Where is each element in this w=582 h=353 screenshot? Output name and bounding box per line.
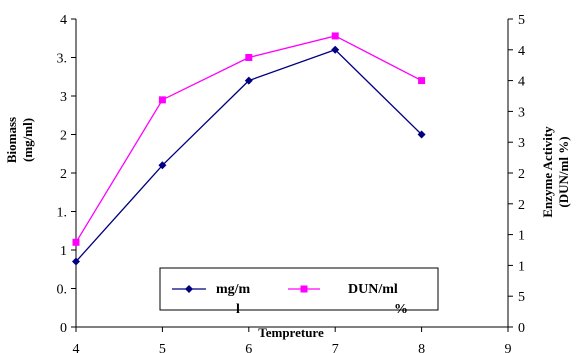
y-right-tick-label: 0 xyxy=(518,321,525,336)
y-right-tick-label: 4 xyxy=(518,44,525,59)
y-axis-right-title-line1: Enzyme Activity xyxy=(540,126,555,218)
y-axis-right-title-line2: (DUN/ml %) xyxy=(556,136,571,207)
y-axis-right-ticks: 0 5 1 1 2 2 3 3 4 4 5 xyxy=(508,13,525,336)
y-right-tick-label: 2 xyxy=(518,198,525,213)
y-left-tick-label: 0 xyxy=(60,321,67,336)
data-point-square-icon xyxy=(72,238,80,246)
x-axis-title: Tempreture xyxy=(258,325,324,340)
y-left-tick-label: 1. xyxy=(57,206,68,221)
y-right-tick-label: 3 xyxy=(518,105,525,120)
series-line-dunml xyxy=(75,35,422,243)
x-tick-label: 9 xyxy=(505,342,512,353)
legend-entry-mgml: mg/m l xyxy=(172,282,251,317)
data-point-diamond-icon xyxy=(244,76,253,85)
data-point-diamond-icon xyxy=(72,257,80,266)
x-tick-label: 6 xyxy=(245,342,252,353)
y-left-tick-label: 4 xyxy=(60,13,67,28)
y-right-tick-label: 5 xyxy=(518,290,525,305)
y-axis-left-title-line1: Biomass xyxy=(4,117,19,163)
y-right-tick-label: 1 xyxy=(518,229,525,244)
x-tick-label: 7 xyxy=(332,342,339,353)
y-left-tick-label: 3 xyxy=(60,90,67,105)
data-point-square-icon xyxy=(418,77,426,85)
y-left-tick-label: 2 xyxy=(60,167,67,182)
y-right-tick-label: 2 xyxy=(518,167,525,182)
legend-label-mgml-line2: l xyxy=(236,302,240,317)
y-right-tick-label: 5 xyxy=(518,13,525,28)
data-point-diamond-icon xyxy=(331,45,340,54)
legend-marker-square-icon xyxy=(300,285,308,293)
y-left-tick-label: 3. xyxy=(57,52,68,67)
data-point-square-icon xyxy=(158,96,166,104)
series-layer xyxy=(72,32,426,266)
y-axis-left-ticks: 0 0. 1 1. 2 2 3 3. 4 xyxy=(57,13,76,336)
legend-label-dunml-line1: DUN/ml xyxy=(348,282,398,297)
legend-marker-diamond-icon xyxy=(185,285,193,293)
data-point-square-icon xyxy=(331,32,339,40)
data-point-square-icon xyxy=(245,54,253,61)
y-left-tick-label: 1 xyxy=(60,244,67,259)
x-axis-ticks: 4 5 6 7 8 9 xyxy=(73,327,512,353)
data-point-diamond-icon xyxy=(417,130,426,139)
y-left-tick-label: 2 xyxy=(60,129,67,144)
data-point-diamond-icon xyxy=(158,161,167,170)
legend-label-mgml-line1: mg/m xyxy=(216,282,251,297)
x-tick-label: 5 xyxy=(159,342,166,353)
y-axis-left-title-line2: (mg/ml) xyxy=(20,118,35,162)
y-right-tick-label: 1 xyxy=(518,259,525,274)
legend-entry-dunml: DUN/ml % xyxy=(288,282,408,317)
y-left-tick-label: 0. xyxy=(57,283,68,298)
x-tick-label: 8 xyxy=(418,342,425,353)
y-right-tick-label: 4 xyxy=(518,75,525,90)
legend-label-dunml-line2: % xyxy=(394,302,408,317)
x-tick-label: 4 xyxy=(73,342,80,353)
y-right-tick-label: 3 xyxy=(518,136,525,151)
